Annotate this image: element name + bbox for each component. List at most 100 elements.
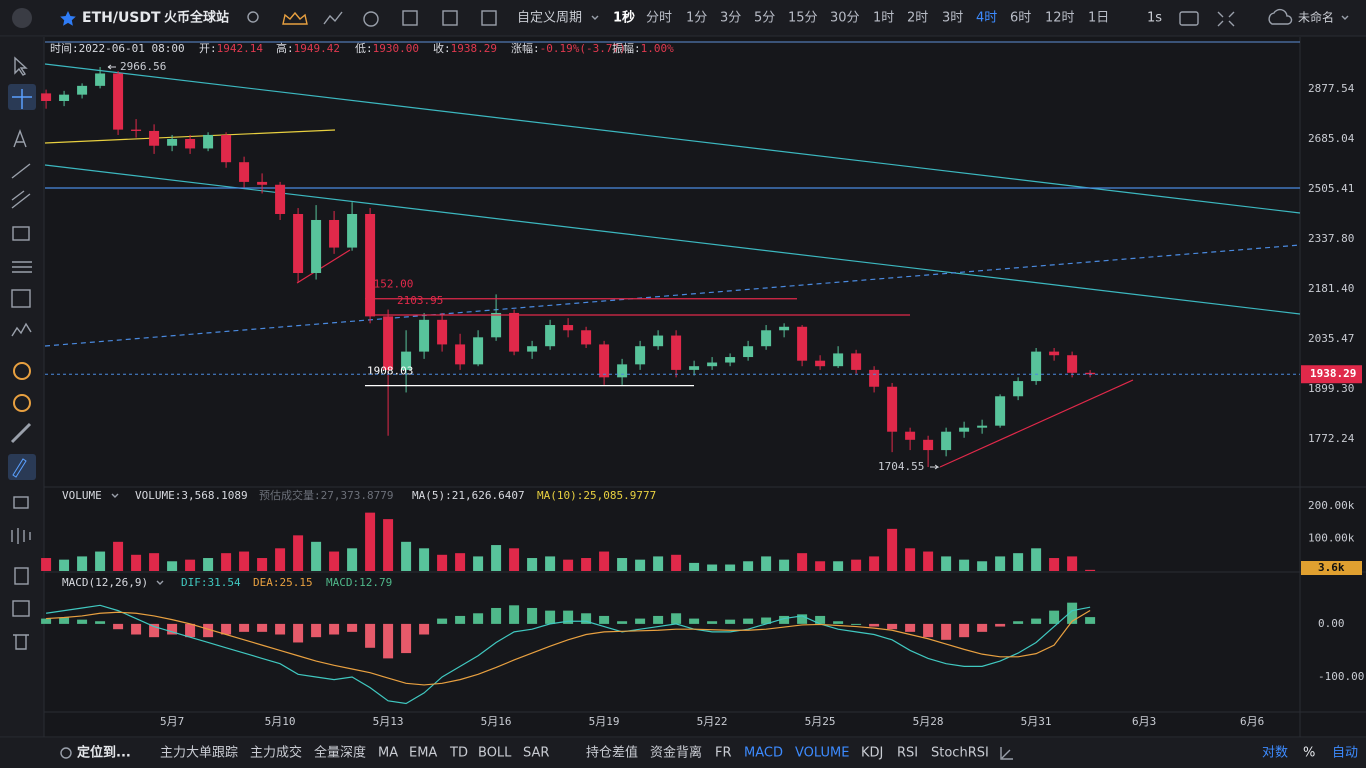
forecast-tool[interactable] (11, 322, 32, 337)
indicator-button[interactable]: TD (449, 746, 468, 761)
volume-bar (977, 561, 988, 571)
search-icon[interactable] (247, 11, 259, 23)
shape-tool[interactable] (12, 226, 30, 241)
indicator-button[interactable]: MACD (744, 746, 783, 761)
object-tree[interactable] (12, 600, 30, 617)
period-button[interactable]: 1日 (1088, 11, 1109, 26)
x-tick-label: 5月19 (589, 715, 620, 728)
extreme-label: 2966.56 (120, 60, 166, 73)
macd-histogram (149, 623, 160, 638)
settings-icon[interactable] (363, 11, 379, 27)
indicator-button[interactable]: 主力大单跟踪 (160, 746, 238, 761)
cursor-tool[interactable] (14, 56, 28, 76)
volume-bar (257, 558, 268, 571)
period-button[interactable]: 30分 (830, 11, 860, 26)
macd-histogram (491, 607, 502, 624)
cloud-icon[interactable] (1268, 8, 1293, 25)
indicator-button[interactable]: 主力成交 (250, 745, 302, 761)
volume-bar (221, 553, 232, 571)
indicator-button[interactable]: 持仓差值 (586, 745, 638, 761)
indicator-button[interactable]: VOLUME (795, 746, 849, 761)
fullscreen-icon[interactable] (1217, 11, 1235, 27)
magnet-strong-tool[interactable] (13, 394, 31, 412)
field-value: 1938.29 (451, 42, 497, 55)
indicator-button[interactable]: FR (715, 746, 732, 761)
snapshot-icon[interactable] (442, 10, 458, 26)
indicator-button[interactable]: KDJ (861, 746, 883, 761)
indicator-button[interactable]: EMA (409, 746, 437, 761)
candle-body (1067, 355, 1078, 373)
volume-bar (923, 551, 934, 571)
locate-button[interactable]: 定位到... (76, 745, 131, 761)
indicator-button[interactable]: SAR (523, 746, 549, 761)
indicator-button[interactable]: StochRSI (931, 746, 989, 761)
period-button[interactable]: 5分 (754, 11, 775, 26)
period-button[interactable]: 15分 (788, 11, 818, 26)
favorites-tool[interactable] (14, 567, 29, 585)
template-icon[interactable] (402, 10, 418, 26)
indicator-button[interactable]: 全量深度 (314, 745, 366, 761)
locate-icon[interactable] (60, 747, 72, 759)
camera-icon[interactable] (1179, 11, 1199, 26)
last-volume-label: 3.6k (1318, 561, 1345, 574)
delete-tool[interactable] (13, 634, 29, 650)
line-tool[interactable] (11, 163, 31, 179)
hide-tool[interactable] (11, 528, 31, 544)
logo[interactable] (12, 8, 32, 28)
candle-body (707, 362, 718, 367)
y-tick-label: 1772.24 (1308, 432, 1355, 445)
indicator-button[interactable]: RSI (897, 746, 918, 761)
macd-histogram (473, 613, 484, 624)
volume-bar (149, 553, 160, 571)
macd-histogram (797, 614, 808, 624)
scale-button[interactable]: 自动 (1332, 746, 1358, 761)
period-button[interactable]: 6时 (1010, 11, 1031, 26)
indicator-button[interactable]: 资金背离 (650, 745, 702, 761)
last-price-box (1301, 365, 1362, 384)
period-button[interactable]: 1时 (873, 11, 894, 26)
text-tool[interactable] (13, 129, 27, 148)
favorite-star[interactable] (60, 11, 76, 26)
extreme-label: 1704.55 (878, 460, 924, 473)
volume-bar (365, 512, 376, 571)
period-button[interactable]: 2时 (907, 11, 928, 26)
marker-arrow (107, 64, 116, 70)
macd-histogram (707, 621, 718, 624)
candle-body (509, 312, 520, 352)
magnet-tool[interactable] (13, 362, 31, 380)
ruler-tool[interactable] (10, 422, 32, 444)
candle-body (725, 357, 736, 363)
period-button[interactable]: 3时 (942, 11, 963, 26)
period-button[interactable]: 3分 (720, 11, 741, 26)
scale-button[interactable]: % (1303, 746, 1315, 761)
layout-name[interactable]: 未命名 (1298, 10, 1334, 25)
period-menu[interactable]: 自定义周期 (517, 11, 582, 26)
candle-body (653, 335, 664, 347)
channel-tool[interactable] (11, 190, 31, 209)
indicator-icon[interactable] (282, 11, 308, 25)
period-button[interactable]: 4时 (976, 11, 997, 26)
candle-body (887, 386, 898, 432)
volume-bar (167, 561, 178, 571)
dropdown-arrow[interactable] (156, 580, 164, 585)
period-button[interactable]: 1秒 (613, 10, 635, 26)
chart-type-icon[interactable] (323, 11, 343, 25)
macd-histogram (185, 623, 196, 638)
candle-body (311, 219, 322, 274)
interval[interactable]: 1s (1147, 11, 1162, 26)
dropdown-arrow (1341, 15, 1349, 20)
indicator-button[interactable]: BOLL (478, 746, 512, 761)
period-button[interactable]: 1分 (686, 11, 707, 26)
period-button[interactable]: 分时 (646, 11, 672, 26)
edit-icon[interactable] (1000, 747, 1013, 760)
layout-icon[interactable] (481, 10, 497, 26)
pattern-tool[interactable] (11, 289, 31, 308)
scale-button[interactable]: 对数 (1262, 746, 1288, 761)
dropdown-arrow[interactable] (111, 493, 119, 498)
macd-histogram (1013, 621, 1024, 624)
lock-tool[interactable] (13, 496, 29, 509)
period-button[interactable]: 12时 (1045, 11, 1075, 26)
indicator-button[interactable]: MA (378, 746, 398, 761)
fib-tool[interactable] (12, 261, 32, 273)
